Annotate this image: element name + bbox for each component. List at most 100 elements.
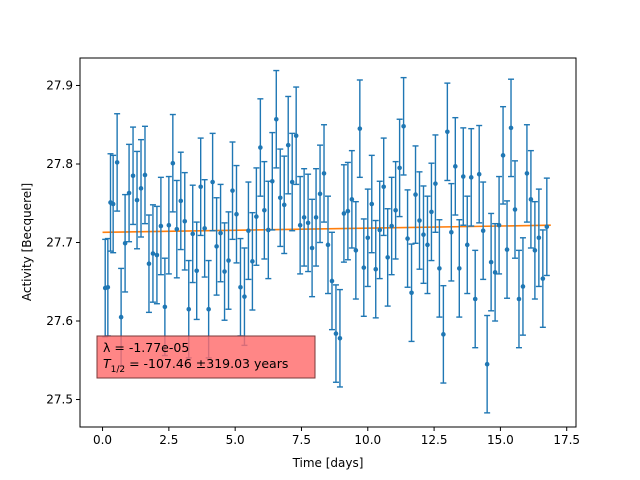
data-point xyxy=(460,174,466,179)
data-point xyxy=(496,222,502,228)
annotation-box xyxy=(96,335,316,379)
data-point xyxy=(329,278,335,284)
data-point xyxy=(114,160,120,165)
data-point xyxy=(202,226,207,231)
data-point xyxy=(293,133,299,139)
data-point xyxy=(536,235,542,241)
data-point xyxy=(309,245,315,251)
data-point xyxy=(476,171,482,177)
data-point xyxy=(357,126,363,131)
data-point xyxy=(317,191,323,197)
data-point xyxy=(146,261,152,266)
data-point xyxy=(393,208,398,213)
data-point xyxy=(134,197,140,203)
data-point xyxy=(401,124,406,129)
half-life-symbol: T xyxy=(103,356,112,371)
data-point xyxy=(277,195,283,201)
data-point xyxy=(532,248,538,253)
data-point xyxy=(381,184,387,190)
data-point xyxy=(397,165,402,171)
y-axis: 27.5 27.6 27.7 27.8 27.9 xyxy=(46,78,80,407)
data-point xyxy=(480,228,486,234)
data-point xyxy=(349,197,355,202)
data-point xyxy=(524,171,530,176)
x-tick-label: 0.0 xyxy=(93,433,112,447)
data-point xyxy=(389,223,394,229)
data-point xyxy=(333,331,339,336)
data-point xyxy=(437,266,442,271)
y-tick-label: 27.9 xyxy=(46,78,73,92)
data-point xyxy=(472,296,478,302)
data-point xyxy=(262,208,267,213)
point-layer xyxy=(102,116,550,367)
data-point xyxy=(289,179,295,185)
data-point xyxy=(258,145,263,150)
x-axis: 0.0 2.5 5.0 7.5 10.0 12.5 15.0 17.5 xyxy=(93,427,580,447)
data-point xyxy=(504,247,510,252)
data-point xyxy=(194,268,200,274)
data-point xyxy=(544,224,550,230)
data-point xyxy=(325,242,331,248)
data-point xyxy=(234,211,239,217)
x-tick-label: 12.5 xyxy=(421,433,448,447)
x-tick-label: 17.5 xyxy=(553,433,580,447)
data-point xyxy=(520,284,526,289)
plot-area xyxy=(102,69,551,414)
y-axis-label: Activity [Becquerel] xyxy=(20,183,34,301)
y-tick-label: 27.5 xyxy=(46,393,73,407)
data-point xyxy=(154,252,160,258)
x-tick-label: 5.0 xyxy=(226,433,245,447)
data-point xyxy=(500,153,506,158)
data-point xyxy=(285,142,291,148)
y-tick-label: 27.8 xyxy=(46,157,73,171)
data-point xyxy=(516,296,522,302)
data-point xyxy=(218,230,223,236)
data-point xyxy=(190,231,196,237)
x-tick-label: 15.0 xyxy=(487,433,514,447)
data-point xyxy=(305,220,311,226)
data-point xyxy=(178,198,184,204)
data-point xyxy=(413,192,418,197)
data-point xyxy=(484,361,490,367)
data-point xyxy=(250,259,255,264)
data-point xyxy=(301,215,307,220)
data-point xyxy=(449,229,454,235)
data-point xyxy=(337,335,343,341)
annotation-half-life: T1/2 = -107.46 ±319.03 years xyxy=(103,356,288,375)
data-point xyxy=(246,228,251,234)
data-point xyxy=(468,175,474,180)
data-point xyxy=(464,242,470,248)
data-point xyxy=(453,164,458,169)
data-point xyxy=(429,209,434,215)
data-point xyxy=(433,181,438,186)
data-point xyxy=(206,306,211,312)
data-point xyxy=(365,235,371,241)
data-point xyxy=(126,190,132,196)
data-point xyxy=(341,211,347,216)
data-point xyxy=(226,258,231,263)
data-point xyxy=(369,201,375,207)
data-point xyxy=(353,248,359,253)
annotation-lambda: λ = -1.77e-05 xyxy=(103,340,189,355)
data-point xyxy=(297,222,303,228)
data-point xyxy=(313,215,319,220)
data-point xyxy=(266,227,271,233)
data-point xyxy=(158,223,164,229)
data-point xyxy=(150,251,156,256)
data-point xyxy=(409,290,414,296)
data-point xyxy=(170,160,176,166)
data-point xyxy=(441,332,446,337)
data-point xyxy=(417,218,422,223)
data-point xyxy=(182,219,188,224)
half-life-value: = -107.46 ±319.03 years xyxy=(125,356,288,371)
data-point xyxy=(238,284,243,290)
x-tick-label: 2.5 xyxy=(159,433,178,447)
data-point xyxy=(138,186,144,191)
data-point xyxy=(273,116,279,122)
data-point xyxy=(361,265,367,270)
data-point xyxy=(162,304,168,310)
data-point xyxy=(142,172,148,178)
data-point xyxy=(122,240,128,246)
half-life-subscript: 1/2 xyxy=(111,365,125,375)
